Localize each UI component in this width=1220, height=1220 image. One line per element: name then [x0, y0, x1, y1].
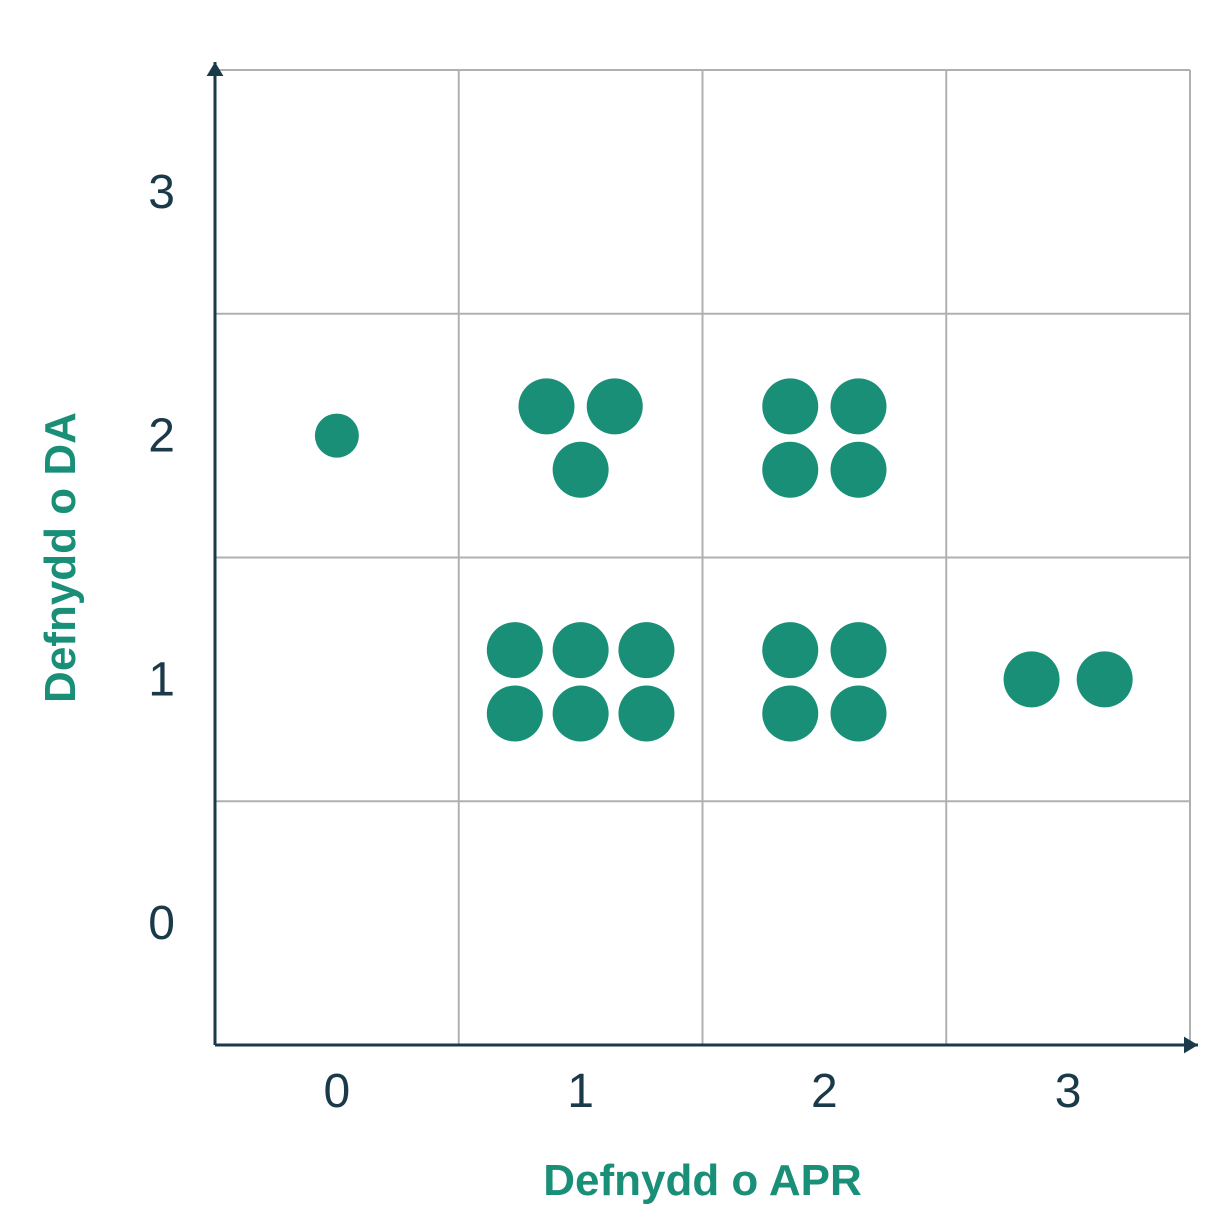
data-point: [831, 622, 887, 678]
data-point: [762, 442, 818, 498]
data-point: [762, 686, 818, 742]
data-point: [553, 686, 609, 742]
y-tick-label: 2: [148, 410, 175, 463]
data-point: [762, 622, 818, 678]
data-point: [487, 686, 543, 742]
data-point: [553, 622, 609, 678]
y-tick-label: 3: [148, 166, 175, 219]
data-point: [315, 414, 359, 458]
data-point: [831, 378, 887, 434]
data-point: [587, 378, 643, 434]
data-point: [618, 622, 674, 678]
data-point: [519, 378, 575, 434]
data-point: [618, 686, 674, 742]
scatter-chart: 0 1 2 3 0 1 2 3 Defnydd o APR Defnydd o DA: [0, 0, 1220, 1220]
data-point: [553, 442, 609, 498]
y-tick-label: 1: [148, 653, 175, 706]
x-tick-label: 3: [1055, 1065, 1082, 1118]
data-point: [762, 378, 818, 434]
data-point: [831, 442, 887, 498]
x-axis-label: Defnydd o APR: [543, 1156, 862, 1205]
x-tick-label: 0: [324, 1065, 351, 1118]
data-point: [1077, 651, 1133, 707]
x-tick-label: 1: [567, 1065, 594, 1118]
y-axis-label: Defnydd o DA: [36, 412, 85, 703]
data-point: [831, 686, 887, 742]
data-point: [1004, 651, 1060, 707]
data-point: [487, 622, 543, 678]
y-tick-label: 0: [148, 897, 175, 950]
x-tick-label: 2: [811, 1065, 838, 1118]
